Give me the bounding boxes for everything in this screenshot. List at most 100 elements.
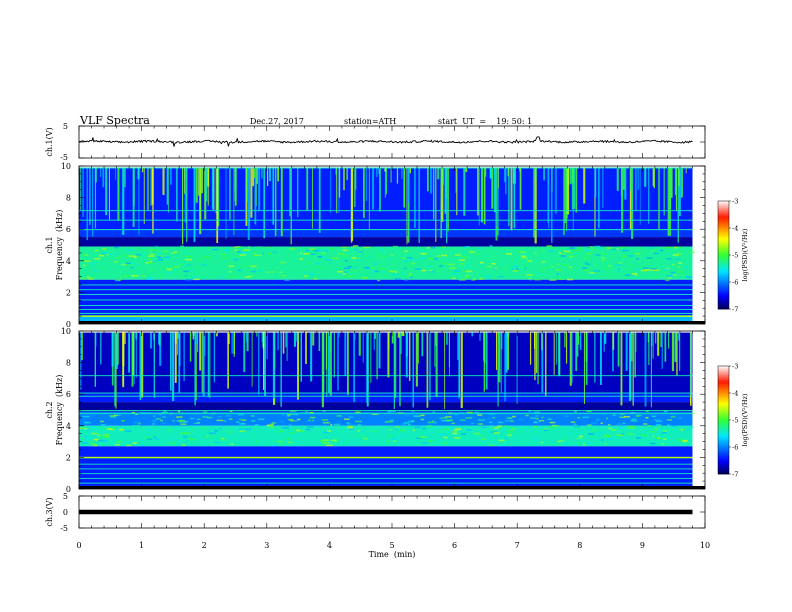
spectrogram-sferic [535,167,537,180]
spectrogram-speckle [110,427,116,429]
spectrogram-speckle [526,274,534,276]
spectrogram-speckle [490,430,497,432]
spectrogram-speckle [170,433,177,436]
spectrogram-speckle [228,271,232,273]
spectrogram-sferic [201,332,203,393]
spectrogram-speckle [100,420,104,423]
colorbar-segment [718,282,729,285]
spectrogram-speckle [370,269,377,271]
spectrogram-sferic [629,167,632,230]
spectrogram-sferic [384,167,386,198]
spectrogram-speckle [326,444,334,447]
spectrogram-speckle [329,247,335,250]
spectrogram-sferic [264,332,266,397]
spectrogram-speckle [413,415,419,417]
spectrogram-speckle [343,267,351,270]
spectrogram-speckle [150,249,154,252]
spectrogram-speckle [630,420,638,422]
spectrogram-sferic [412,332,415,408]
spectrogram-speckle [650,268,657,270]
spectrogram-speckle [358,259,363,261]
spectrogram-speckle [575,424,578,427]
spectrogram-speckle [83,264,86,267]
spectrogram-speckle [643,267,649,269]
spectrogram-speckle [117,441,121,443]
spectrogram-speckle [185,258,192,261]
spectrogram-sferic [282,332,285,354]
spectrogram-speckle [155,245,158,248]
spectrogram-speckle [547,247,555,249]
spectrogram-speckle [493,252,497,254]
y-tick-label: 0 [66,320,71,329]
spectrogram-speckle [426,434,430,437]
spectrogram-speckle [673,274,677,276]
spectrogram-speckle [679,271,683,274]
spectrogram-sferic [246,332,249,352]
spectrogram-speckle [287,441,293,444]
spectrogram-speckle [541,261,546,263]
spectrogram-speckle [240,435,246,437]
spectrogram-speckle [512,265,520,267]
spectrogram-speckle [193,275,200,278]
spectrogram-sferic [446,167,448,244]
spectrogram-speckle [596,277,601,280]
spectrogram-sferic [114,332,116,407]
station-label: station=ATH [344,117,396,126]
spectrogram-speckle [474,253,480,256]
colorbar-segment [718,246,729,249]
spectrogram-speckle [545,267,549,270]
spectrogram-speckle [258,270,263,273]
spectrogram-speckle [619,426,623,429]
spectrogram-speckle [615,423,623,426]
spectrogram-speckle [99,434,103,437]
spectrogram-speckle [649,430,656,433]
colorbar-segment [718,407,729,410]
spectrogram-speckle [352,442,357,444]
spectrogram-speckle [169,442,176,444]
colorbar-segment [718,269,729,272]
y-tick-label: 8 [66,194,71,203]
spectrogram-sferic [678,167,681,216]
spectrogram-sferic [418,167,420,244]
spectrogram-speckle [212,443,217,445]
spectrogram-speckle [259,254,262,257]
spectrogram-sferic [172,332,175,402]
colorbar-segment [718,418,729,421]
colorbar-segment [718,215,729,218]
spectrogram-speckle [322,439,330,441]
spectrogram-speckle [546,436,552,438]
spectrogram-speckle [448,263,455,266]
spectrogram-sferic [623,167,625,190]
spectrogram-speckle [439,432,442,434]
spectrogram-speckle [646,259,652,261]
spectrogram-speckle [345,275,353,278]
spectrogram-sferic [150,332,153,349]
spectrogram-sferic [312,167,313,229]
spectrogram-speckle [616,434,624,437]
colorbar-segment [718,222,729,225]
colorbar-segment [718,305,729,308]
spectrogram-speckle [274,266,280,269]
spectrogram-speckle [569,247,576,249]
spectrogram-speckle [244,276,250,278]
spectrogram-sferic [139,332,142,401]
spectrogram-sferic [102,167,105,188]
spectrogram-speckle [378,271,386,273]
colorbar-segment [718,247,729,250]
spectrogram-speckle [307,426,314,428]
spectrogram-speckle [549,429,554,431]
spectrogram-speckle [176,416,183,418]
spectrogram-speckle [244,258,249,260]
spectrogram-speckle [305,249,309,252]
spectrogram-sferic [624,167,627,200]
colorbar-segment [718,378,729,381]
spectrogram-speckle [505,253,512,255]
spectrogram-speckle [397,436,401,438]
spectrogram-sferic [567,167,570,215]
spectrogram-sferic [89,167,91,225]
spectrogram-speckle [184,432,191,435]
spectrogram-speckle [570,421,576,423]
spectrogram-speckle [406,257,413,259]
spectrogram-speckle [355,411,361,413]
spectrogram-speckle [668,276,674,278]
